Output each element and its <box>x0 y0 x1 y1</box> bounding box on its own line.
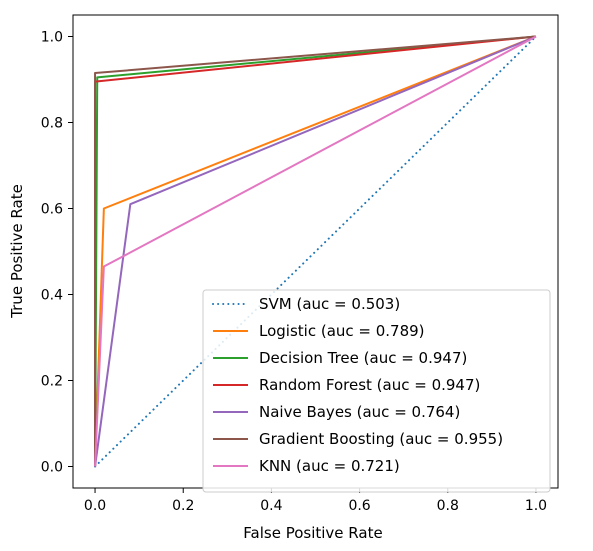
legend: SVM (auc = 0.503) Logistic (auc = 0.789) D… <box>202 289 551 493</box>
x-axis-title: False Positive Rate <box>243 524 382 542</box>
legend-box <box>202 289 551 493</box>
x-tick-label: 1.0 <box>525 498 547 514</box>
legend-label-5: Gradient Boosting (auc = 0.955) <box>259 430 503 448</box>
series-line-4 <box>94 35 537 467</box>
series-line-6 <box>94 35 537 467</box>
series-line-0 <box>94 35 537 468</box>
y-tick-label: 0.0 <box>41 460 63 476</box>
legend-label-0: SVM (auc = 0.503) <box>259 295 400 313</box>
y-tick-label: 0.2 <box>41 374 63 390</box>
y-tick-label: 0.6 <box>41 202 63 218</box>
x-axis-ticks: 0.0 0.2 0.4 0.6 0.8 1.0 <box>84 488 547 514</box>
legend-label-6: KNN (auc = 0.721) <box>259 457 400 475</box>
x-tick-label: 0.0 <box>84 498 106 514</box>
y-tick-label: 1.0 <box>41 30 63 46</box>
x-tick-label: 0.4 <box>260 498 282 514</box>
legend-label-4: Naive Bayes (auc = 0.764) <box>259 403 460 421</box>
legend-label-1: Logistic (auc = 0.789) <box>259 322 425 340</box>
x-tick-label: 0.8 <box>437 498 459 514</box>
series-line-5 <box>94 35 537 467</box>
plot-lines <box>94 35 537 468</box>
legend-label-3: Random Forest (auc = 0.947) <box>259 376 480 394</box>
y-axis-title: True Positive Rate <box>8 184 26 319</box>
y-axis-ticks: 0.0 0.2 0.4 0.6 0.8 1.0 <box>41 30 73 476</box>
legend-label-2: Decision Tree (auc = 0.947) <box>259 349 467 367</box>
y-tick-label: 0.4 <box>41 288 63 304</box>
x-tick-label: 0.6 <box>348 498 370 514</box>
y-tick-label: 0.8 <box>41 116 63 132</box>
x-tick-label: 0.2 <box>172 498 194 514</box>
